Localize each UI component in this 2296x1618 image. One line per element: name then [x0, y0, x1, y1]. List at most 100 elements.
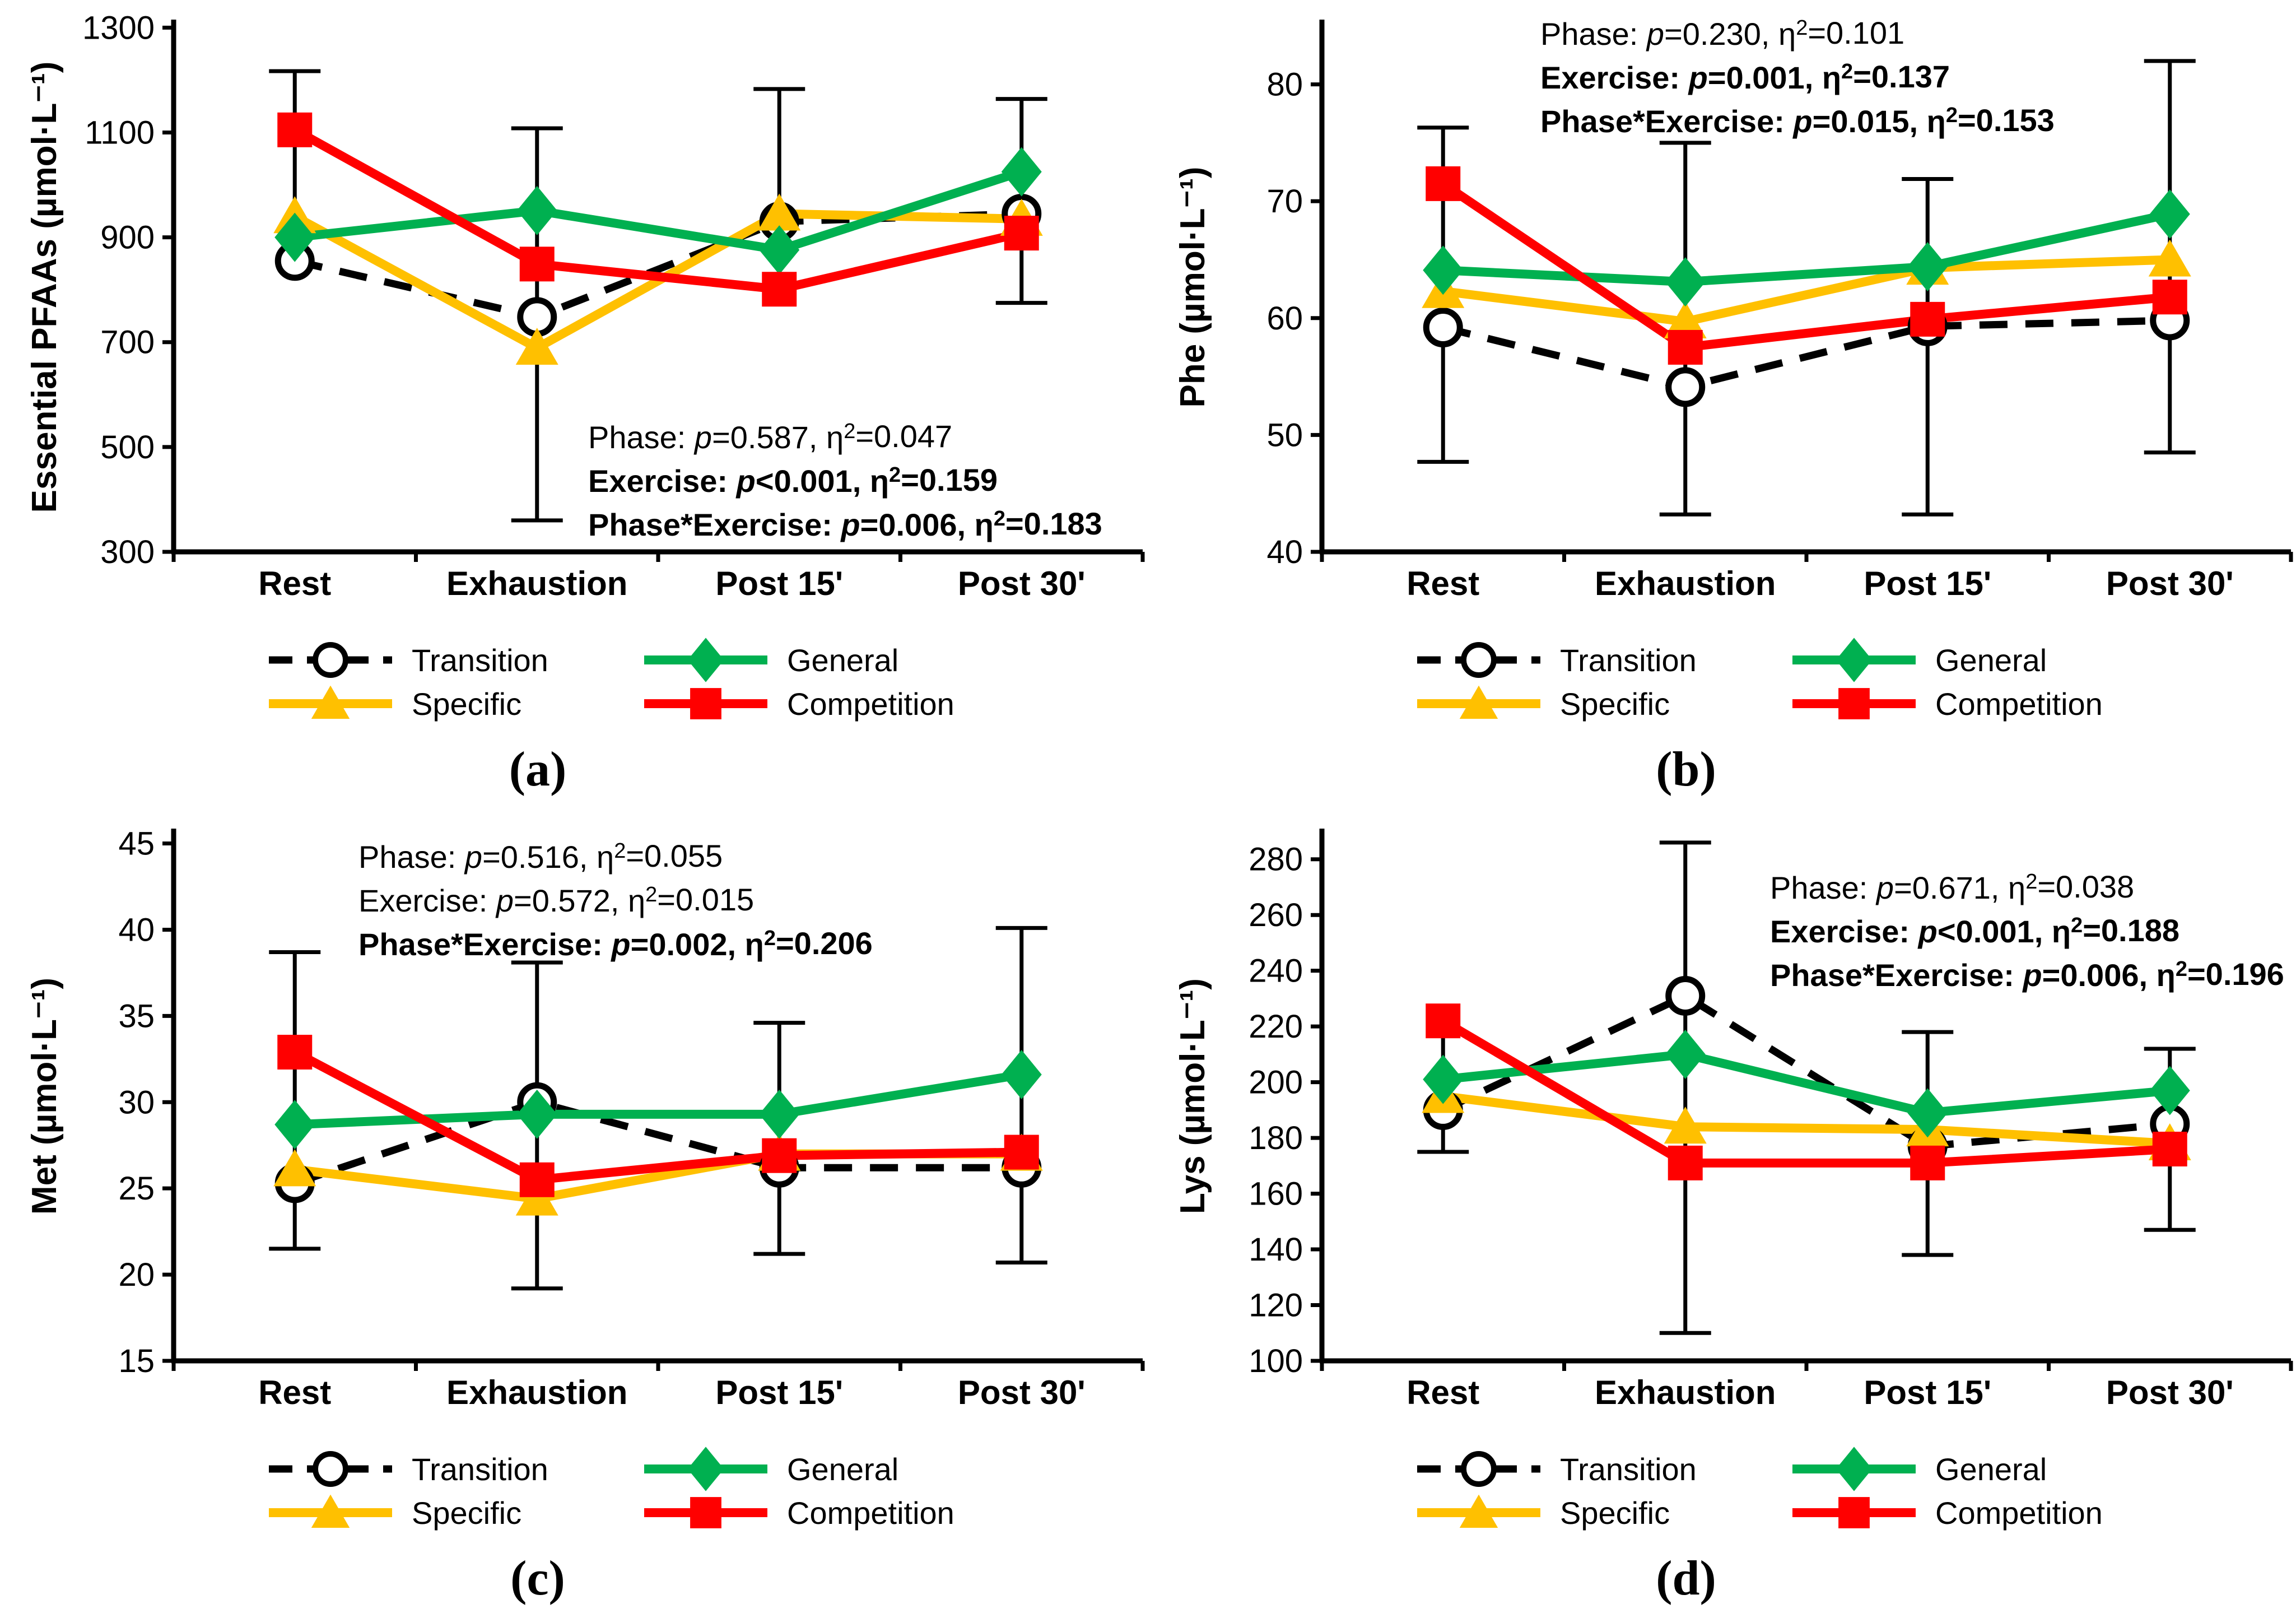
panel-caption: (c) — [510, 1551, 565, 1606]
marker-competition — [2152, 1132, 2187, 1166]
stats-annotation: Phase: p=0.516, η2=0.055 Exercise: p=0.57… — [358, 838, 873, 962]
y-tick-label: 100 — [1249, 1343, 1303, 1379]
y-ticks: 100 120 140 160 180 200 220 240 260 280 — [1249, 841, 1322, 1379]
series-line-competition — [292, 125, 1023, 294]
legend-item-transition: Transition — [1417, 1451, 1697, 1487]
legend-circle-open-icon — [313, 642, 348, 678]
y-tick-label: 200 — [1249, 1064, 1303, 1101]
legend-item-specific: Specific — [269, 1494, 521, 1531]
marker-general — [516, 185, 557, 235]
legend-item-transition: Transition — [269, 1451, 548, 1487]
legend-item-competition: Competition — [1792, 1495, 2103, 1531]
legend: Transition Specific General Competition — [1417, 638, 2103, 722]
x-ticks: Rest Exhaustion Post 15' Post 30' — [171, 552, 1145, 602]
legend-label: Specific — [412, 686, 521, 722]
legend-square-icon — [1838, 688, 1870, 719]
panel-c: 15 20 25 30 35 40 45 Rest Exhaustion Post 15' Post… — [0, 809, 1148, 1618]
legend-label: Transition — [412, 643, 548, 678]
marker-general — [1001, 1050, 1042, 1100]
marker-specific — [515, 328, 558, 365]
x-category-label: Post 15' — [715, 1374, 843, 1411]
y-tick-label: 45 — [118, 826, 155, 862]
series-line-competition — [292, 1048, 1022, 1184]
stats-line: Exercise: p<0.001, η2=0.188 — [1770, 913, 2179, 949]
legend-item-competition: Competition — [644, 1495, 954, 1531]
y-tick-label: 220 — [1249, 1008, 1303, 1045]
marker-competition — [1668, 329, 1703, 365]
x-ticks: Rest Exhaustion Post 15' Post 30' — [171, 1361, 1145, 1411]
legend-label: General — [1935, 1452, 2047, 1487]
marker-competition — [277, 1035, 313, 1070]
y-tick-label: 15 — [118, 1343, 155, 1379]
y-tick-label: 500 — [100, 429, 155, 466]
marker-competition — [1426, 1003, 1461, 1039]
stats-line: Phase*Exercise: p=0.006, η2=0.183 — [588, 506, 1102, 542]
stats-line: Phase*Exercise: p=0.006, η2=0.196 — [1770, 956, 2284, 993]
series-line-transition — [294, 210, 1022, 321]
y-tick-label: 140 — [1249, 1231, 1303, 1268]
marker-specific — [758, 193, 801, 231]
legend-item-transition: Transition — [1417, 642, 1697, 678]
y-tick-label: 180 — [1249, 1120, 1303, 1156]
series-markers — [273, 1035, 1043, 1216]
y-tick-label: 60 — [1266, 300, 1303, 337]
legend-item-competition: Competition — [644, 686, 954, 722]
legend-label: Competition — [787, 686, 954, 722]
series-markers — [273, 112, 1043, 365]
marker-general — [1665, 1029, 1706, 1079]
y-tick-label: 40 — [1266, 534, 1303, 570]
error-bars — [269, 926, 1047, 1291]
panel-b-chart: 40 50 60 70 80 Rest Exhaustion Post 15' Post 30'… — [1173, 15, 2293, 797]
series-line-specific — [1442, 255, 2171, 327]
panel-d: 100 120 140 160 180 200 220 240 260 280 Rest Exhaus… — [1148, 809, 2296, 1618]
stats-annotation: Phase: p=0.587, η2=0.047 Exercise: p<0.00… — [588, 419, 1102, 542]
x-category-label: Rest — [1407, 1374, 1479, 1411]
series-line-transition — [294, 1098, 1022, 1187]
marker-general — [1907, 1088, 1948, 1138]
x-category-label: Exhaustion — [446, 1374, 627, 1411]
marker-general — [1665, 257, 1706, 307]
y-ticks: 300 500 700 900 1100 1300 — [82, 10, 174, 570]
legend-square-icon — [690, 688, 721, 719]
panel-caption: (b) — [1656, 742, 1716, 797]
legend-item-general: General — [1792, 1447, 2047, 1491]
marker-general — [2149, 1066, 2190, 1115]
legend-diamond-icon — [1836, 1447, 1873, 1491]
x-category-label: Post 15' — [1864, 565, 1991, 602]
panel-d-chart: 100 120 140 160 180 200 220 240 260 280 Rest Exhaus… — [1173, 829, 2293, 1606]
x-category-label: Rest — [258, 1374, 331, 1411]
marker-general — [1001, 147, 1042, 197]
stats-line: Exercise: p=0.572, η2=0.015 — [358, 882, 754, 918]
y-tick-label: 40 — [118, 912, 155, 948]
legend-label: Competition — [787, 1495, 954, 1531]
y-axis-title: Met (µmol·L⁻¹) — [25, 978, 64, 1215]
legend-triangle-icon — [1459, 1494, 1498, 1528]
marker-general — [274, 212, 315, 262]
marker-general — [759, 1089, 800, 1139]
stats-annotation: Phase: p=0.230, η2=0.101 Exercise: p=0.00… — [1540, 15, 2055, 139]
marker-specific — [1664, 301, 1707, 339]
x-category-label: Post 15' — [1864, 1374, 1991, 1411]
stats-line: Exercise: p=0.001, η2=0.137 — [1540, 59, 1950, 95]
marker-competition — [1004, 216, 1039, 251]
legend-circle-open-icon — [1461, 642, 1497, 678]
marker-competition — [2152, 280, 2187, 315]
stats-line: Phase: p=0.587, η2=0.047 — [588, 419, 952, 455]
y-ticks: 15 20 25 30 35 40 45 — [118, 826, 174, 1379]
panel-caption: (a) — [509, 742, 567, 797]
legend-label: General — [787, 643, 898, 678]
legend-item-competition: Competition — [1792, 686, 2103, 722]
marker-competition — [762, 272, 797, 307]
marker-general — [516, 1089, 557, 1139]
series-markers — [1422, 975, 2191, 1180]
series-lines — [292, 1048, 1023, 1203]
y-tick-label: 70 — [1266, 183, 1303, 220]
marker-specific — [2148, 239, 2191, 277]
legend-label: General — [1935, 643, 2047, 678]
marker-competition — [1426, 166, 1461, 201]
legend-label: Transition — [1560, 643, 1697, 678]
marker-competition — [277, 112, 313, 147]
x-category-label: Rest — [258, 565, 331, 602]
series-lines — [1440, 180, 2171, 391]
